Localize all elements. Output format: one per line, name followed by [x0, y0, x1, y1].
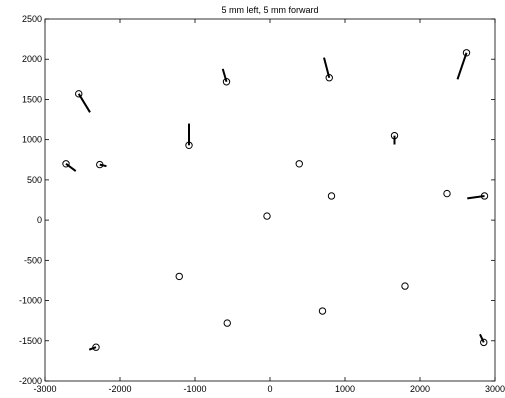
y-tick-label: 2000: [22, 54, 42, 64]
data-point: [327, 192, 336, 200]
data-point: [263, 212, 271, 220]
x-tick-label: 1000: [335, 384, 355, 394]
chart-title: 5 mm left, 5 mm forward: [221, 5, 318, 15]
y-tick-label: 0: [37, 215, 42, 225]
data-point: [222, 78, 231, 86]
x-tick-label: 3000: [485, 384, 505, 394]
y-tick-label: 1500: [22, 94, 42, 104]
data-point: [62, 160, 70, 168]
axes-layer: -3000 -2000 -1000 0 1000 2000 3000-2000-1500-1…: [19, 14, 505, 394]
points-layer: [62, 49, 489, 351]
y-tick-label: -2000: [19, 376, 42, 386]
data-point: [318, 307, 327, 315]
data-point: [175, 272, 183, 281]
plot-frame: [44, 18, 496, 382]
data-point: [390, 131, 399, 140]
y-tick-label: -1000: [19, 296, 42, 306]
data-point: [325, 74, 333, 82]
displacement-vector: [221, 68, 228, 83]
data-point: [92, 343, 100, 351]
data-point: [96, 160, 104, 169]
x-tick-label: -2000: [108, 384, 131, 394]
data-point: [462, 49, 471, 57]
y-tick-label: 2500: [22, 14, 42, 24]
y-tick-label: 1000: [22, 135, 42, 145]
displacement-vector: [456, 52, 468, 80]
data-point: [185, 141, 193, 149]
y-tick-label: -500: [24, 255, 42, 265]
displacement-vector: [479, 333, 485, 343]
x-tick-label: -3000: [33, 384, 56, 394]
x-tick-label: 2000: [410, 384, 430, 394]
x-tick-label: 0: [267, 384, 272, 394]
data-point: [480, 192, 489, 200]
data-point: [443, 189, 451, 198]
data-point: [401, 282, 409, 290]
data-point: [75, 90, 83, 98]
data-point: [223, 319, 231, 327]
data-point: [480, 338, 488, 347]
y-tick-label: -1500: [19, 336, 42, 346]
data-point: [295, 160, 303, 168]
y-tick-label: 500: [27, 175, 42, 185]
x-tick-label: -1000: [183, 384, 206, 394]
displacement-vector: [65, 162, 77, 172]
